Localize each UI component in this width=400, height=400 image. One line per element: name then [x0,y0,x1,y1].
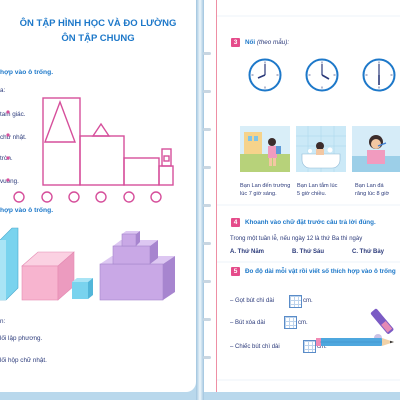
q5-item-unit: cm. [303,298,313,304]
q4-option-b[interactable]: B. Thứ Sáu [292,249,325,255]
page-title: ÔN TẬP HÌNH HỌC VÀ ĐO LƯỜNG [19,18,177,29]
caption-line: răng lúc 8 giờ [355,191,390,197]
q1-line: tam giác. [0,111,26,118]
caption-line: lúc 7 giờ sáng. [240,191,277,197]
caption: Bạn Lan tắm lúc 5 giờ chiều. [297,182,337,198]
caption-line: Bạn Lan đến trường [240,183,291,189]
book-spine [196,0,204,400]
binding-hole [203,356,211,359]
clock-icon [248,58,282,92]
binding-hole [203,52,211,55]
ruled-lines [217,15,400,381]
binding-hole [203,166,211,169]
q5-item-unit: cm. [298,320,308,326]
answer-box[interactable] [284,316,297,329]
q1-prompt: hợp vào ô trống. [0,69,54,76]
q4-question: Trong một tuần lễ, nếu ngày 12 là thứ Ba… [230,236,363,242]
q1-line: vuông. [0,178,19,185]
clock-icon [362,58,396,92]
triangle-shape [43,100,77,143]
q5-title: Đo độ dài mỗi vật rồi viết số thích hợp … [245,268,396,275]
solid-shapes-figure [0,227,175,301]
wheel-circle [13,191,25,203]
answer-box[interactable] [303,340,316,353]
q1-line: a: [0,87,6,94]
left-page: ÔN TẬP HÌNH HỌC VÀ ĐO LƯỜNG ÔN TẬP CHUNG… [0,0,196,392]
q2-line: n: [0,318,6,325]
binding-hole [203,280,211,283]
clock-icon [305,58,339,92]
q2-prompt: hợp vào ô trống. [0,207,54,214]
q3-title: Nối (theo mẫu): [245,39,289,46]
q3-badge: 3 [231,38,240,47]
q5-badge: 5 [231,267,240,276]
caption: Bạn Lan đến trường lúc 7 giờ sáng. [240,182,290,198]
scene-bath [296,126,346,172]
binding-hole [203,204,211,207]
q4-badge: 4 [231,218,240,227]
scene-brush [352,126,400,172]
page-subtitle: ÔN TẬP CHUNG [61,33,135,44]
binding-hole [203,128,211,131]
q3-title-text: Nối [245,39,256,46]
binding-hole [203,90,211,93]
chimney-shape [161,148,172,167]
q4-title: Khoanh vào chữ đặt trước câu trả lời đún… [245,219,376,226]
caption-line: Bạn Lan tắm lúc [297,183,338,189]
caption-line: Bạn Lan đá [355,183,384,189]
measured-objects [316,308,394,346]
q5-item-label: – Gọt bút chì dài [230,298,275,304]
q5-item-unit: cm. [317,344,327,350]
q5-item-label: – Chiếc bút chì dài [230,344,280,350]
scene-school [240,126,290,172]
q1-line: chữ nhật. [0,134,27,141]
caption-line: 5 giờ chiều. [297,191,327,197]
train-figure [6,97,174,203]
q4-option-a[interactable]: A. Thứ Năm [230,249,265,255]
q2-line: lối lập phương. [0,335,43,342]
answer-box[interactable] [289,295,302,308]
q4-option-c[interactable]: C. Thứ Bảy [352,249,385,255]
binding-hole [203,318,211,321]
binding-hole [203,242,211,245]
caption: Bạn Lan đá răng lúc 8 giờ [355,182,389,198]
q3-hint: (theo mẫu): [256,39,290,46]
q2-line: lối hộp chữ nhật. [0,357,47,364]
q1-line: tròn. [0,155,13,162]
q5-item-label: – Bút xóa dài [230,320,266,326]
margin-line [216,0,217,392]
